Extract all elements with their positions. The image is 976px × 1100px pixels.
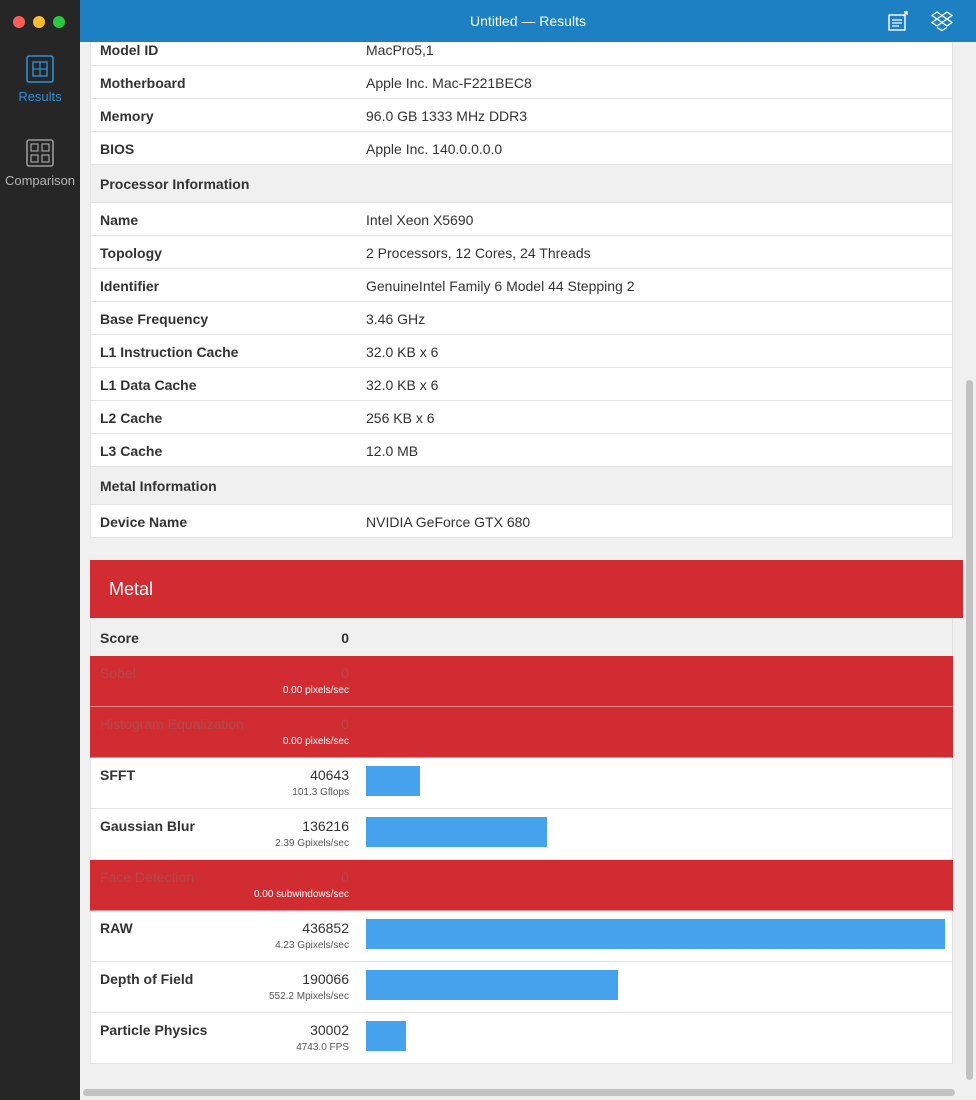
benchmark-bar	[366, 766, 420, 796]
benchmark-name: Gaussian Blur	[100, 818, 195, 834]
benchmark-unit: 101.3 Gflops	[292, 787, 349, 798]
benchmark-row: Histogram Equalization 0 0.00 pixels/sec	[90, 707, 953, 758]
benchmark-row: Face Detection 0 0.00 subwindows/sec	[90, 860, 953, 911]
table-row: Device Name NVIDIA GeForce GTX 680	[90, 505, 953, 538]
benchmark-unit: 0.00 subwindows/sec	[253, 889, 349, 900]
score-label: Score	[100, 630, 139, 646]
window-title: Untitled — Results	[470, 13, 586, 29]
table-row: Memory 96.0 GB 1333 MHz DDR3	[90, 99, 953, 132]
benchmark-name: RAW	[100, 920, 133, 936]
table-row: Motherboard Apple Inc. Mac-F221BEC8	[90, 66, 953, 99]
benchmark-row: Gaussian Blur 136216 2.39 Gpixels/sec	[90, 809, 953, 860]
benchmark-score: 190066	[302, 971, 349, 987]
benchmark-row: Depth of Field 190066 552.2 Mpixels/sec	[90, 962, 953, 1013]
sidebar-item-comparison[interactable]: Comparison	[0, 139, 80, 188]
comparison-icon	[26, 139, 54, 167]
benchmark-unit: 0.00 pixels/sec	[282, 736, 349, 747]
benchmark-row: Particle Physics 30002 4743.0 FPS	[90, 1013, 953, 1064]
benchmark-name: Sobel	[100, 665, 136, 681]
vertical-scrollbar[interactable]	[966, 380, 973, 1080]
metal-title: Metal	[109, 579, 154, 599]
dropbox-button[interactable]	[930, 10, 954, 34]
table-row: L1 Instruction Cache 32.0 KB x 6	[90, 335, 953, 368]
results-icon	[26, 55, 54, 83]
benchmark-name: SFFT	[100, 767, 135, 783]
benchmark-row: RAW 436852 4.23 Gpixels/sec	[90, 911, 953, 962]
share-icon	[888, 11, 908, 31]
benchmark-score: 436852	[302, 920, 349, 936]
benchmark-unit: 552.2 Mpixels/sec	[268, 991, 349, 1002]
table-row: Model ID MacPro5,1	[90, 42, 953, 66]
results-content[interactable]: Model ID MacPro5,1 Motherboard Apple Inc…	[80, 42, 976, 1100]
minimize-window-button[interactable]	[33, 16, 45, 28]
table-row: Base Frequency 3.46 GHz	[90, 302, 953, 335]
benchmark-name: Histogram Equalization	[100, 716, 244, 732]
benchmark-score: 136216	[302, 818, 349, 834]
benchmark-name: Particle Physics	[100, 1022, 208, 1038]
title-bar: Untitled — Results	[80, 0, 976, 42]
sidebar-item-results[interactable]: Results	[0, 55, 80, 104]
table-row: L2 Cache 256 KB x 6	[90, 401, 953, 434]
benchmark-score: 0	[341, 665, 349, 681]
benchmark-unit: 0.00 pixels/sec	[282, 685, 349, 696]
benchmark-score: 30002	[310, 1022, 349, 1038]
sidebar-item-label: Comparison	[4, 173, 76, 188]
table-row: Name Intel Xeon X5690	[90, 203, 953, 236]
maximize-window-button[interactable]	[53, 16, 65, 28]
metal-section-header: Metal	[90, 560, 963, 618]
section-header-metal: Metal Information	[90, 467, 953, 505]
metal-score-value: 0	[341, 630, 349, 646]
horizontal-scrollbar[interactable]	[83, 1089, 955, 1096]
benchmark-score: 0	[341, 869, 349, 885]
table-row: L3 Cache 12.0 MB	[90, 434, 953, 467]
benchmark-name: Face Detection	[100, 869, 195, 885]
sidebar-item-label: Results	[18, 89, 62, 104]
system-info-table: Model ID MacPro5,1 Motherboard Apple Inc…	[90, 42, 953, 538]
sidebar: Results Comparison	[0, 0, 80, 1100]
benchmark-row: Sobel 0 0.00 pixels/sec	[90, 656, 953, 707]
metal-score-row: Score 0	[90, 618, 953, 656]
benchmark-bar	[366, 970, 618, 1000]
table-row: Topology 2 Processors, 12 Cores, 24 Thre…	[90, 236, 953, 269]
benchmark-row: SFFT 40643 101.3 Gflops	[90, 758, 953, 809]
table-row: L1 Data Cache 32.0 KB x 6	[90, 368, 953, 401]
benchmark-unit: 2.39 Gpixels/sec	[275, 838, 349, 849]
close-window-button[interactable]	[13, 16, 25, 28]
benchmark-name: Depth of Field	[100, 971, 194, 987]
benchmark-unit: 4743.0 FPS	[296, 1042, 349, 1053]
table-row: BIOS Apple Inc. 140.0.0.0.0	[90, 132, 953, 165]
benchmark-bar	[366, 919, 945, 949]
benchmark-score: 0	[341, 716, 349, 732]
benchmark-unit: 4.23 Gpixels/sec	[275, 940, 349, 951]
table-row: Identifier GenuineIntel Family 6 Model 4…	[90, 269, 953, 302]
section-header-processor: Processor Information	[90, 165, 953, 203]
share-button[interactable]	[886, 10, 910, 34]
benchmark-bar	[366, 817, 547, 847]
dropbox-icon	[930, 11, 954, 32]
benchmark-bar	[366, 1021, 406, 1051]
benchmark-score: 40643	[310, 767, 349, 783]
